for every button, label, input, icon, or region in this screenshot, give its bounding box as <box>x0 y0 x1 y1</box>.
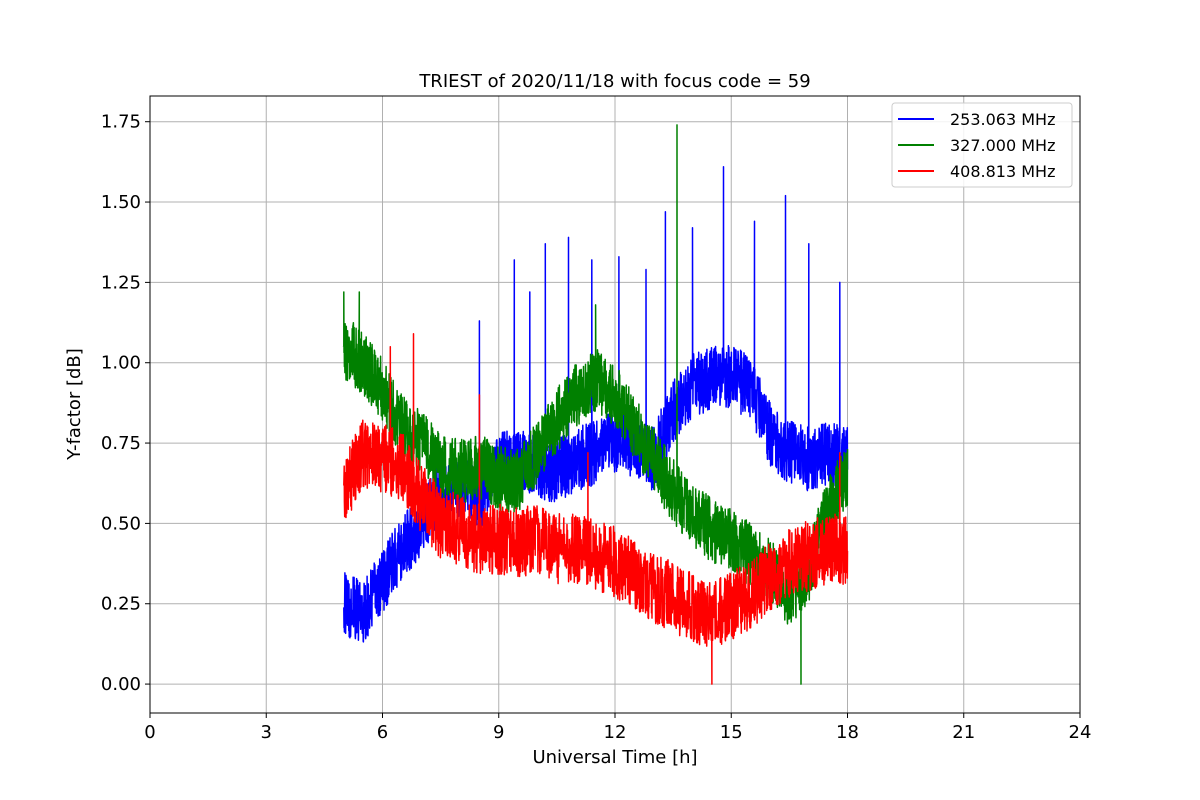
legend-label-327: 327.000 MHz <box>950 136 1055 155</box>
legend-label-408: 408.813 MHz <box>950 162 1055 181</box>
series-layer <box>342 124 849 685</box>
y-tick-label: 0.50 <box>101 513 141 534</box>
y-axis-label: Y-factor [dB] <box>64 348 85 461</box>
x-tick-label: 21 <box>952 722 975 743</box>
x-axis-label: Universal Time [h] <box>532 747 697 768</box>
y-tick-label: 1.50 <box>101 192 141 213</box>
y-tick-label: 0.00 <box>101 674 141 695</box>
x-tick-label: 15 <box>720 722 743 743</box>
x-tick-label: 3 <box>261 722 272 743</box>
x-tick-label: 12 <box>604 722 627 743</box>
y-tick-label: 1.75 <box>101 112 141 133</box>
x-tick-label: 0 <box>144 722 155 743</box>
chart-title: TRIEST of 2020/11/18 with focus code = 5… <box>418 71 810 92</box>
y-tick-label: 0.75 <box>101 433 141 454</box>
x-tick-label: 24 <box>1069 722 1092 743</box>
x-tick-label: 6 <box>377 722 388 743</box>
series-line-3 <box>343 333 849 685</box>
x-tick-label: 9 <box>493 722 504 743</box>
legend-label-253: 253.063 MHz <box>950 110 1055 129</box>
y-tick-label: 1.25 <box>101 272 141 293</box>
x-tick-label: 18 <box>836 722 859 743</box>
ticks-layer: 0 3 6 9 12 15 18 21 24 0.00 0.25 0.50 0.75 1.00 1.25 1.… <box>101 112 1092 743</box>
y-tick-label: 1.00 <box>101 353 141 374</box>
legend-box <box>891 102 1073 188</box>
y-tick-label: 0.25 <box>101 594 141 615</box>
legend: 253.063 MHz 327.000 MHz 408.813 MHz <box>891 102 1073 188</box>
